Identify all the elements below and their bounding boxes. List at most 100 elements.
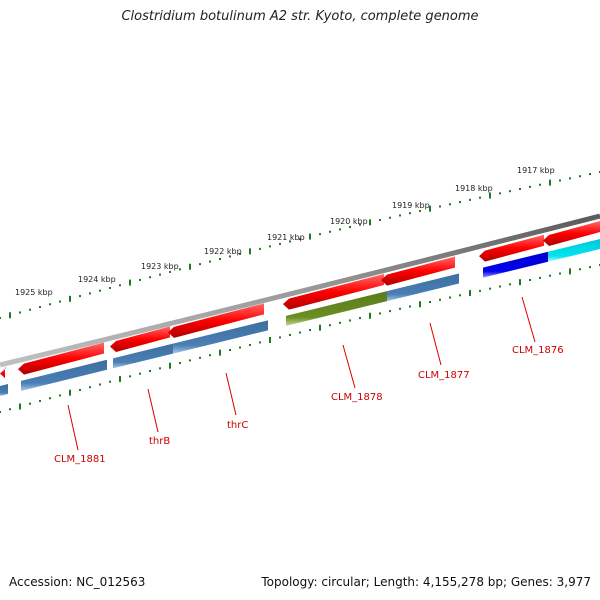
cds-minor-tick [59,394,61,397]
ruler-major-tick [69,295,71,302]
gene-label-thrb: thrB [149,436,170,447]
cds-minor-tick [329,324,331,327]
feature-track [0,221,600,396]
ruler-minor-tick [139,278,141,281]
gene-arrow-thrc [168,303,264,338]
cds-minor-tick [439,298,441,301]
ruler-minor-tick [239,252,241,255]
ruler-minor-tick [539,183,541,186]
cds-minor-tick [589,266,591,269]
cds-major-tick [469,290,471,297]
ruler-minor-tick [509,190,511,193]
leader-clm-1878 [342,344,356,389]
cds-minor-tick [309,329,311,332]
cds-bar-clm-1877 [387,273,459,302]
ruler-minor-tick [339,228,341,231]
ruler-minor-tick [59,300,61,303]
cds-bar-clm-1878 [286,291,387,326]
cds-minor-tick [289,333,291,336]
leader-thrb [147,388,159,433]
cds-minor-tick [459,294,461,297]
ruler-minor-tick [159,273,161,276]
tick-label-1921: 1921 kbp [267,233,305,242]
cds-minor-tick [109,380,111,383]
cds-minor-tick [159,367,161,370]
map-title: Clostridium botulinum A2 str. Kyoto, com… [121,9,479,24]
cds-minor-tick [529,278,531,281]
ruler-minor-tick [579,175,581,178]
ruler-minor-tick [49,303,51,306]
gene-arrow-left-edge [0,366,6,379]
leader-thrc [225,372,237,416]
cds-minor-tick [129,375,131,378]
cds-minor-tick [399,307,401,310]
cds-minor-tick [449,296,451,299]
leader-clm-1876 [521,296,536,343]
ruler-minor-tick [169,270,171,273]
ruler-minor-tick [319,233,321,236]
tick-label-1919: 1919 kbp [392,201,430,210]
ruler-minor-tick [469,198,471,201]
cds-minor-tick [489,287,491,290]
cds-minor-tick [359,317,361,320]
ruler-minor-tick [499,192,501,195]
cds-minor-tick [479,289,481,292]
gene-label-clm-1881: CLM_1881 [54,454,106,465]
leader-clm-1877 [429,322,442,366]
ruler-minor-tick [449,203,451,206]
cds-major-tick [69,389,71,396]
cds-minor-tick [549,274,551,277]
cds-minor-tick [539,276,541,279]
gene-arrow-clm-1878 [283,273,384,310]
ruler-minor-tick [199,263,201,266]
ruler-minor-tick [459,201,461,204]
ruler-minor-tick [419,209,421,212]
cds-major-tick [269,336,271,343]
ruler-minor-tick [389,216,391,219]
cds-minor-tick [139,372,141,375]
cds-minor-tick [39,399,41,402]
ruler-minor-tick [149,276,151,279]
ruler-major-tick [129,279,131,286]
cds-ruler-ticks [0,264,600,413]
ruler-minor-tick [329,230,331,233]
gene-label-clm-1877: CLM_1877 [418,370,470,381]
ruler-minor-tick [219,257,221,260]
cds-bar-left-edge [0,384,8,396]
genome-backbone [0,213,600,368]
tick-label-1920: 1920 kbp [330,217,368,226]
ruler-minor-tick [99,289,101,292]
cds-minor-tick [199,356,201,359]
cds-minor-tick [579,268,581,271]
ruler-minor-tick [359,223,361,226]
ruler-minor-tick [89,292,91,295]
cds-minor-tick [339,321,341,324]
tick-label-1922: 1922 kbp [204,247,242,256]
ruler-minor-tick [229,255,231,258]
cds-minor-tick [149,370,151,373]
cds-minor-tick [299,331,301,334]
ruler-minor-tick [439,205,441,208]
ruler-minor-tick [29,308,31,311]
ruler-minor-tick [119,284,121,287]
cds-major-tick [19,403,21,410]
cds-minor-tick [49,397,51,400]
cds-major-tick [569,268,571,275]
ruler-major-tick [309,233,311,240]
tick-label-1917: 1917 kbp [517,166,555,175]
ruler-minor-tick [269,245,271,248]
ruler-minor-tick [299,238,301,240]
gene-arrow-clm-1876 [479,234,544,262]
gene-arrow-clm-1881 [18,342,104,375]
cds-minor-tick [499,285,501,288]
ruler-major-tick [369,219,371,226]
cds-bar-clm-1881 [21,359,107,391]
cds-bar-right-edge [548,239,600,262]
leader-clm-1881 [67,404,79,451]
cds-major-tick [519,279,521,286]
cds-major-tick [419,301,421,308]
cds-minor-tick [509,283,511,286]
ruler-minor-tick [399,214,401,217]
ruler-minor-tick [559,179,561,182]
tick-label-1923: 1923 kbp [141,262,179,271]
